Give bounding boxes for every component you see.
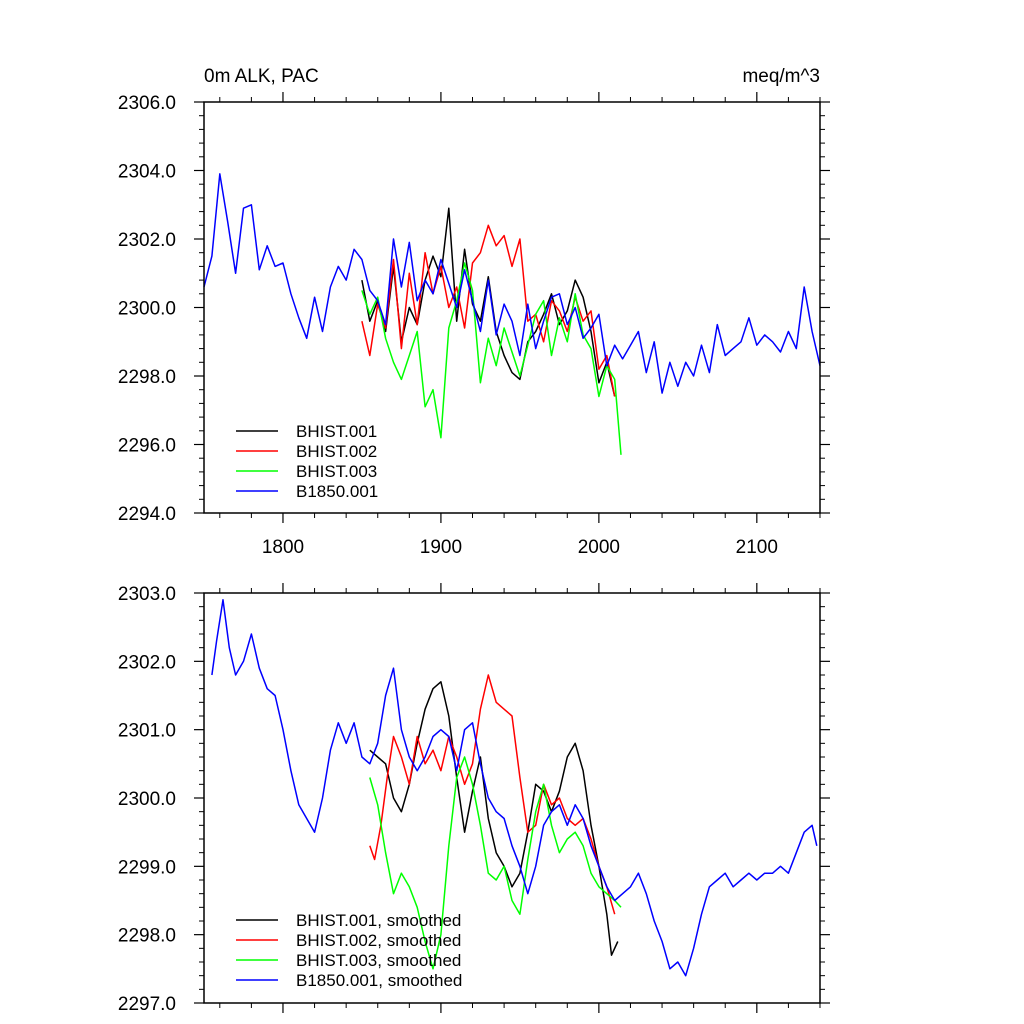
bottom-series-lines	[211, 599, 818, 977]
top-x-tick-label: 1800	[262, 537, 304, 558]
bottom-axis-ticks: 2297.0 2298.0 2299.0 2300.0 2301.0 2302.0 2303…	[118, 583, 830, 1015]
bottom-series-line-2	[369, 674, 616, 915]
top-title-right: meq/m^3	[742, 66, 820, 87]
top-y-tick-label: 2296.0	[118, 436, 176, 457]
bottom-panel: 2297.0 2298.0 2299.0 2300.0 2301.0 2302.0 2303…	[118, 583, 830, 1015]
bottom-y-tick-label: 2299.0	[118, 857, 176, 878]
top-x-tick-label: 2000	[578, 537, 620, 558]
top-legend-label-2: BHIST.002	[296, 442, 377, 461]
top-title-left: 0m ALK, PAC	[204, 66, 319, 87]
top-legend-label-1: BHIST.001	[296, 422, 377, 441]
top-x-tick-label: 1900	[420, 537, 462, 558]
top-series-line-4	[203, 173, 821, 394]
top-series-line-3	[361, 262, 622, 455]
bottom-y-tick-label: 2300.0	[118, 789, 176, 810]
top-y-tick-label: 2298.0	[118, 367, 176, 388]
bottom-y-tick-label: 2303.0	[118, 584, 176, 605]
top-legend-label-3: BHIST.003	[296, 462, 377, 481]
top-axis-ticks: 1800 1900 2000 2100 2294.0 2296.0 2298.0 2300.0…	[118, 92, 830, 558]
top-legend-label-4: B1850.001	[296, 482, 378, 501]
top-x-tick-label: 2100	[736, 537, 778, 558]
bottom-legend-label-4: B1850.001, smoothed	[296, 971, 462, 990]
top-y-tick-label: 2306.0	[118, 93, 176, 114]
top-y-tick-label: 2294.0	[118, 504, 176, 525]
top-panel: 0m ALK, PAC meq/m^3 1800 1900 2000 2100 2294…	[118, 66, 830, 558]
top-y-tick-label: 2304.0	[118, 162, 176, 183]
bottom-legend-label-2: BHIST.002, smoothed	[296, 931, 461, 950]
bottom-legend-label-3: BHIST.003, smoothed	[296, 951, 461, 970]
bottom-y-tick-label: 2301.0	[118, 721, 176, 742]
top-y-tick-label: 2300.0	[118, 299, 176, 320]
bottom-y-tick-label: 2297.0	[118, 994, 176, 1015]
bottom-series-line-3	[369, 756, 622, 970]
bottom-plot-frame	[203, 592, 821, 1004]
top-series-lines	[203, 173, 821, 455]
bottom-y-tick-label: 2302.0	[118, 652, 176, 673]
bottom-legend-label-1: BHIST.001, smoothed	[296, 911, 461, 930]
bottom-series-line-4	[211, 599, 818, 977]
bottom-y-tick-label: 2298.0	[118, 926, 176, 947]
top-y-tick-label: 2302.0	[118, 230, 176, 251]
top-plot-frame	[203, 101, 821, 514]
